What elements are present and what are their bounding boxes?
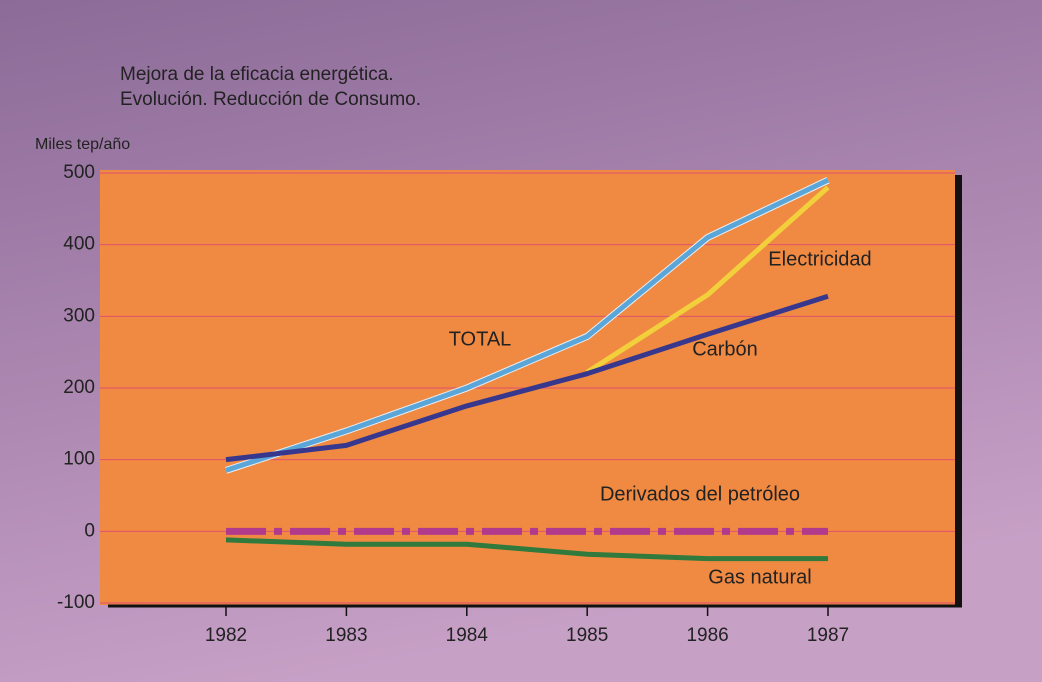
chart-title: Evolución. Reducción de Consumo. xyxy=(120,89,421,110)
x-tick-label: 1985 xyxy=(566,625,608,646)
line xyxy=(225,177,830,473)
series-label: Carbón xyxy=(692,338,758,360)
x-tick-label: 1982 xyxy=(205,625,247,646)
series-label: Derivados del petróleo xyxy=(600,483,800,505)
y-tick-label: 500 xyxy=(63,162,95,183)
y-tick-label: 0 xyxy=(84,520,95,541)
series-label: Electricidad xyxy=(768,248,871,270)
x-tick-label: 1987 xyxy=(807,625,849,646)
line xyxy=(585,185,830,375)
x-tick-label: 1984 xyxy=(446,625,489,646)
y-tick-label: 400 xyxy=(63,234,95,255)
y-tick-label: 300 xyxy=(63,305,95,326)
y-tick-label: 200 xyxy=(63,377,95,398)
x-tick-label: 1986 xyxy=(686,625,728,646)
series-label: Gas natural xyxy=(708,566,811,588)
y-tick-label: -100 xyxy=(57,592,95,613)
chart-title: Mejora de la eficacia energética. xyxy=(120,64,394,85)
series-label: TOTAL xyxy=(449,328,512,350)
line xyxy=(225,537,828,562)
x-tick-label: 1983 xyxy=(325,625,367,646)
y-tick-label: 100 xyxy=(63,449,95,470)
y-axis-label: Miles tep/año xyxy=(35,136,130,153)
shadow xyxy=(955,175,962,607)
line xyxy=(225,293,829,463)
